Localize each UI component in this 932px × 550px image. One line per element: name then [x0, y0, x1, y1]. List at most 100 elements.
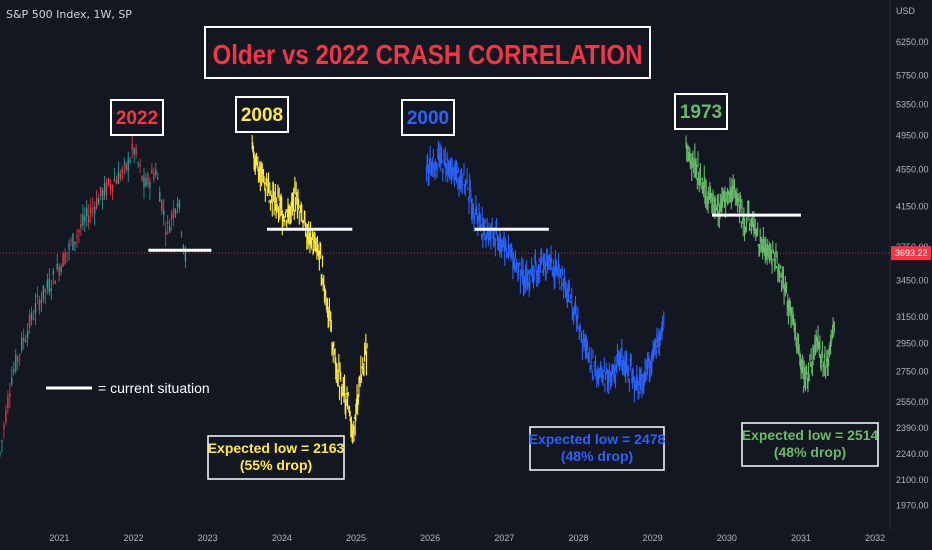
currency-label: USD [896, 6, 916, 16]
candle-body [80, 224, 82, 228]
candle-body [107, 178, 110, 185]
candle-body [133, 148, 135, 155]
y-tick-label: 6250.00 [896, 37, 929, 47]
candle-body [121, 168, 123, 173]
candle-body [153, 173, 155, 180]
candle-body [172, 208, 175, 218]
x-tick-label: 2031 [791, 533, 811, 543]
candle-body [92, 207, 94, 209]
candle-body [129, 160, 131, 162]
candle-body [125, 162, 127, 171]
candle-body [109, 184, 112, 189]
y-tick-label: 2100.00 [896, 475, 929, 485]
candle-body [54, 280, 56, 284]
candle-body [15, 354, 17, 371]
candle-body [40, 299, 43, 304]
candle-body [178, 200, 181, 209]
candle-body [58, 266, 60, 276]
candle-body [84, 216, 86, 221]
candle-body [119, 173, 122, 180]
candle-body [9, 393, 11, 397]
annotation-text-2000: (48% drop) [561, 448, 633, 464]
candle-body [0, 452, 1, 455]
candle-body [34, 303, 37, 314]
candle-body [46, 280, 49, 289]
candle-body [86, 207, 88, 217]
y-tick-label: 4950.00 [896, 131, 929, 141]
x-tick-label: 2025 [346, 533, 366, 543]
candle-body [32, 318, 35, 320]
y-tick-label: 3150.00 [896, 312, 929, 322]
year-label-box-2008 [235, 96, 289, 133]
candle-body [38, 299, 41, 311]
candle-body [74, 241, 76, 245]
x-tick-label: 2021 [49, 533, 69, 543]
candle-body [159, 191, 161, 202]
candle-body [70, 240, 72, 243]
candle-body [36, 295, 39, 297]
current-price-tag [891, 246, 931, 261]
candle-body [50, 288, 52, 292]
symbol-label: S&P 500 Index, 1W, SP [6, 8, 132, 21]
candle-body [103, 183, 106, 196]
candle-body [168, 226, 171, 233]
annotation-text-2008: Expected low = 2163 [208, 440, 345, 456]
y-tick-label: 3450.00 [896, 275, 929, 285]
year-label-2022: 2022 [116, 108, 158, 129]
candle-body [26, 331, 29, 339]
candle-body [182, 245, 185, 250]
y-tick-label: 4150.00 [896, 201, 929, 211]
candle-body [137, 162, 139, 164]
series-1973 [685, 135, 835, 393]
candle-body [170, 213, 173, 220]
candle-body [72, 233, 74, 250]
x-tick-label: 2022 [123, 533, 143, 543]
candle-body [82, 214, 84, 225]
year-label-box-2000 [401, 99, 455, 136]
candle-body [24, 340, 27, 342]
candle-body [143, 176, 145, 188]
candle-body [131, 143, 133, 150]
y-tick-label: 2390.00 [896, 423, 929, 433]
candle-body [13, 369, 15, 372]
annotation-text-1973: Expected low = 2514 [742, 427, 879, 443]
candle-body [176, 203, 179, 208]
candle-body [141, 175, 143, 181]
year-label-1973: 1973 [680, 102, 722, 123]
candle-body [117, 171, 120, 184]
candle-body [5, 410, 7, 423]
x-tick-label: 2024 [272, 533, 292, 543]
candle-body [3, 425, 5, 430]
x-tick-label: 2027 [494, 533, 514, 543]
candle-body [147, 174, 149, 186]
y-tick-label: 2550.00 [896, 397, 929, 407]
candle-body [66, 252, 68, 254]
year-label-box-2022 [110, 99, 164, 136]
annotation-box-1973 [741, 422, 879, 467]
candle-body [135, 147, 137, 155]
candle-body [52, 270, 54, 275]
candle-body [88, 215, 90, 223]
x-tick-label: 2029 [643, 533, 663, 543]
candle-body [22, 337, 25, 342]
candle-body [111, 185, 114, 192]
series-2008 [251, 134, 368, 444]
candle-body [180, 232, 183, 234]
y-tick-label: 2950.00 [896, 338, 929, 348]
x-tick-label: 2023 [198, 533, 218, 543]
candle-body [56, 263, 58, 270]
candle-body [164, 231, 167, 235]
series-2000 [425, 140, 665, 403]
legend-text: = current situation [98, 380, 210, 396]
candle-body [7, 397, 9, 408]
candle-body [42, 285, 45, 299]
candle-body [78, 230, 80, 233]
candle-body [30, 312, 33, 321]
candle-body [48, 278, 51, 293]
candle-body [99, 187, 102, 196]
x-tick-label: 2032 [865, 533, 885, 543]
candle-body [123, 162, 125, 164]
current-price-label: 3693.22 [895, 248, 928, 258]
candle-body [44, 289, 47, 293]
